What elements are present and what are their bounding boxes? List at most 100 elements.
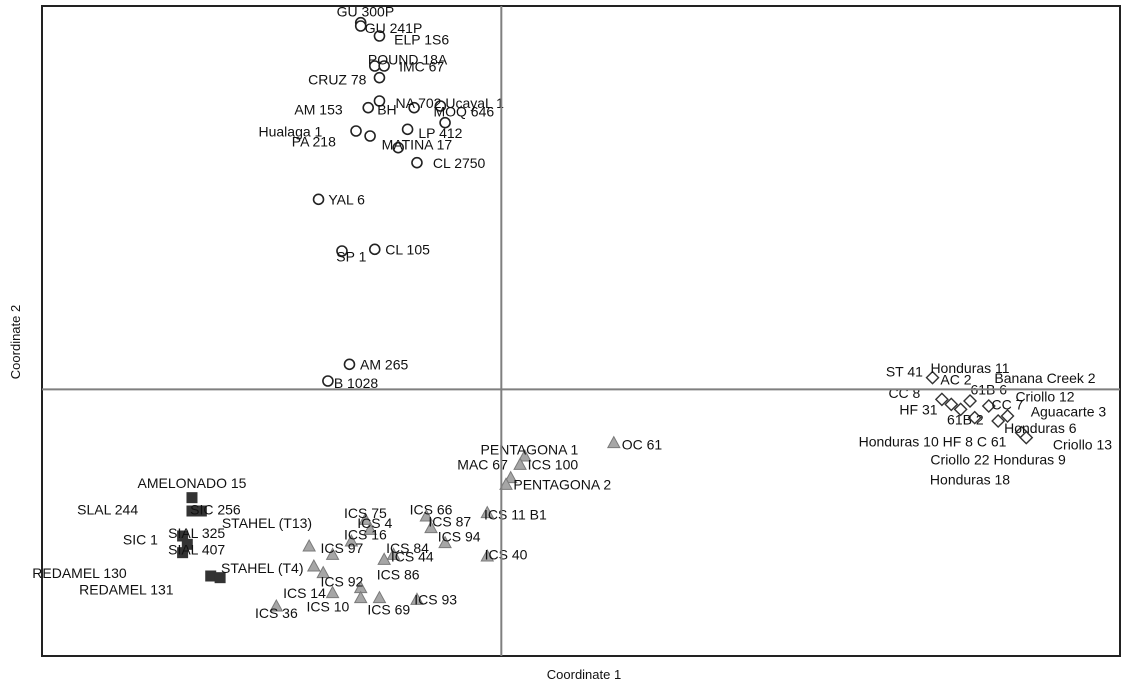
triangle-point bbox=[358, 512, 373, 525]
point-label: HF 31 bbox=[899, 402, 937, 418]
circle-point bbox=[354, 20, 367, 32]
diamond-point bbox=[925, 370, 940, 385]
point-label: ICS 11 B1 bbox=[484, 507, 547, 523]
point-label: YAL 6 bbox=[328, 192, 365, 208]
diamond-point bbox=[944, 397, 959, 412]
x-axis-title: Coordinate 1 bbox=[547, 667, 621, 682]
point-label: PENTAGONA 1 bbox=[481, 442, 579, 458]
circle-point bbox=[373, 95, 386, 107]
point-label: ICS 66 bbox=[410, 502, 453, 518]
point-label: STAHEL (T4) bbox=[221, 560, 303, 576]
diamond-point bbox=[991, 414, 1006, 428]
point-label: 61B 2 bbox=[947, 412, 984, 428]
point-label: ICS 97 bbox=[321, 540, 364, 556]
point-label: ICS 84 bbox=[386, 540, 429, 556]
point-label: ELP 1S6 bbox=[394, 32, 449, 48]
point-label: CC 7 bbox=[992, 397, 1024, 413]
point-label: AM 265 bbox=[360, 357, 408, 373]
point-label: ICS 44 bbox=[391, 548, 434, 564]
point-label: AM 153 bbox=[294, 102, 342, 118]
circle-point bbox=[336, 245, 348, 257]
point-label: BH bbox=[377, 102, 396, 118]
point-label: ICS 36 bbox=[255, 605, 298, 621]
square-point bbox=[177, 530, 189, 542]
triangle-point bbox=[499, 477, 513, 490]
square-point bbox=[214, 572, 226, 584]
point-label: CC 8 bbox=[888, 385, 920, 401]
point-label: ICS 100 bbox=[528, 457, 579, 473]
point-label: GU 300P bbox=[337, 3, 395, 19]
diamond-point bbox=[1000, 409, 1015, 423]
point-label: SIC 256 bbox=[190, 502, 241, 518]
point-label: ICS 16 bbox=[344, 527, 387, 543]
triangle-point bbox=[316, 565, 331, 579]
point-label: ICS 94 bbox=[438, 528, 481, 544]
point-label: Honduras 6 bbox=[1004, 420, 1077, 436]
diamond-point bbox=[953, 402, 968, 417]
point-label: ICS 87 bbox=[428, 513, 471, 529]
point-label: AC 2 bbox=[940, 372, 971, 388]
square-point bbox=[205, 570, 217, 582]
triangle-point bbox=[503, 470, 518, 484]
circle-point bbox=[378, 60, 390, 72]
square-point bbox=[181, 538, 193, 550]
circle-point bbox=[439, 116, 451, 129]
point-label: Criollo 12 bbox=[1015, 388, 1074, 404]
point-label: ICS 75 bbox=[344, 505, 387, 521]
point-label: MOQ 646 bbox=[433, 103, 494, 119]
point-label: ICS 69 bbox=[367, 602, 410, 618]
triangle-point bbox=[372, 590, 387, 604]
point-label: Criollo 22 Honduras 9 bbox=[930, 452, 1066, 468]
circle-point bbox=[343, 358, 356, 371]
point-label: SIC 1 bbox=[123, 532, 158, 548]
circle-point bbox=[411, 156, 423, 169]
point-label: IMC 67 bbox=[399, 58, 444, 74]
square-point bbox=[177, 547, 189, 559]
circle-point bbox=[434, 100, 447, 112]
diamond-point bbox=[981, 399, 996, 413]
circle-point bbox=[322, 375, 334, 387]
triangle-point bbox=[606, 435, 621, 449]
triangle-point bbox=[480, 505, 495, 519]
triangle-point bbox=[344, 533, 359, 547]
triangle-point bbox=[325, 547, 340, 560]
point-label: ICS 40 bbox=[485, 547, 528, 563]
square-point bbox=[195, 505, 207, 517]
point-label: SLAL 244 bbox=[77, 502, 138, 518]
triangle-point bbox=[480, 548, 495, 562]
diamond-point bbox=[1019, 430, 1034, 445]
diamond-point bbox=[967, 410, 982, 425]
triangle-point bbox=[377, 552, 391, 565]
point-label: Hualaga 1 bbox=[258, 123, 322, 139]
triangle-point bbox=[302, 538, 316, 552]
frame-layer bbox=[41, 5, 1121, 657]
point-label: CL 2750 bbox=[433, 155, 486, 171]
triangle-point bbox=[424, 520, 438, 534]
triangle-point bbox=[325, 585, 340, 599]
point-label: ST 41 bbox=[886, 363, 923, 379]
triangle-point bbox=[513, 457, 527, 470]
triangle-point bbox=[353, 590, 368, 604]
y-axis-title: Coordinate 2 bbox=[8, 305, 23, 379]
circle-point bbox=[401, 123, 414, 136]
point-label: AMELONADO 15 bbox=[138, 475, 247, 491]
circle-point bbox=[373, 71, 386, 84]
triangle-point bbox=[517, 448, 532, 462]
point-label: B 1028 bbox=[334, 375, 379, 391]
point-label: ICS 86 bbox=[377, 567, 420, 583]
point-label: REDAMEL 131 bbox=[79, 582, 174, 598]
point-label: MAC 67 bbox=[457, 457, 508, 473]
triangle-point bbox=[269, 598, 284, 612]
point-label: CL 105 bbox=[385, 242, 430, 258]
point-label: CRUZ 78 bbox=[308, 72, 367, 88]
point-label: SIAL 325 bbox=[168, 525, 225, 541]
circle-point bbox=[408, 101, 420, 114]
point-label: SIAL 407 bbox=[168, 542, 225, 558]
triangle-point bbox=[438, 535, 452, 549]
point-label: Aguacarte 3 bbox=[1031, 403, 1107, 419]
point-label: Banana Creek 2 bbox=[994, 370, 1095, 386]
point-label: Honduras 10 HF 8 C 61 bbox=[859, 433, 1007, 449]
point-label: ICS 93 bbox=[414, 592, 457, 608]
